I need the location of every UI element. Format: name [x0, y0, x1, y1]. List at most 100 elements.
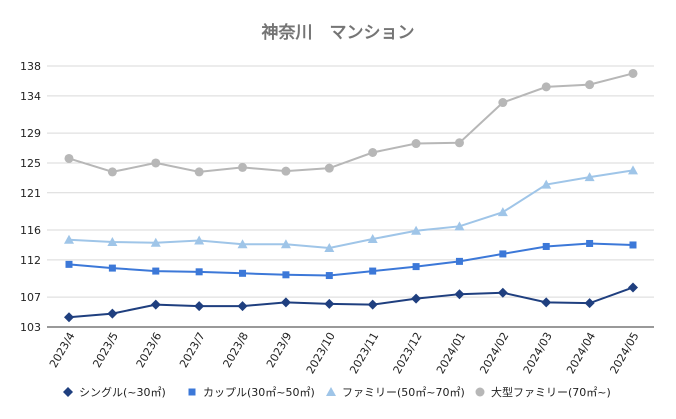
data-point	[497, 287, 508, 298]
x-tick-label: 2023/4	[47, 330, 78, 370]
series-line	[68, 286, 634, 319]
data-point	[65, 260, 73, 268]
y-tick-label: 116	[20, 224, 41, 237]
data-point	[367, 299, 378, 310]
series-4	[64, 68, 638, 177]
legend-marker	[188, 388, 196, 396]
data-point	[150, 299, 161, 310]
data-point	[280, 239, 291, 249]
gridlines	[47, 65, 654, 328]
data-point	[411, 293, 422, 304]
x-tick-label: 2023/5	[90, 330, 121, 370]
x-tick-label: 2023/12	[391, 330, 425, 376]
data-point	[281, 166, 291, 176]
series-1	[64, 282, 638, 323]
data-point	[194, 167, 204, 177]
y-tick-label: 134	[20, 90, 41, 103]
data-point	[497, 207, 508, 217]
legend-item: シングル(~30㎡)	[63, 385, 166, 399]
legend: シングル(~30㎡) カップル(30㎡~50㎡) ファミリー(50㎡~70㎡) 大型フ…	[63, 385, 611, 399]
data-point	[237, 301, 248, 312]
legend-label: シングル(~30㎡)	[79, 385, 166, 399]
data-point	[194, 301, 205, 312]
data-point	[454, 138, 464, 148]
x-tick-label: 2023/9	[264, 330, 295, 370]
series-line	[68, 242, 634, 277]
legend-item: 大型ファミリー(70㎡~)	[475, 385, 611, 399]
x-tick-label: 2024/04	[564, 330, 598, 376]
series-lines	[64, 68, 638, 323]
data-point	[324, 163, 334, 173]
data-point	[64, 312, 74, 323]
series-2	[65, 239, 637, 280]
data-point	[239, 269, 247, 277]
data-point	[237, 239, 248, 249]
data-point	[412, 263, 420, 271]
data-point	[586, 239, 594, 247]
data-point	[584, 298, 595, 309]
x-tick-label: 2023/7	[177, 330, 208, 370]
x-tick-label: 2024/05	[607, 330, 641, 376]
data-point	[542, 242, 550, 250]
legend-label: ファミリー(50㎡~70㎡)	[342, 386, 465, 399]
data-point	[585, 80, 595, 90]
data-point	[64, 234, 74, 244]
data-point	[454, 221, 465, 231]
y-tick-label: 107	[20, 291, 41, 304]
data-point	[280, 297, 291, 308]
series-line	[68, 169, 634, 249]
x-axis-ticks: 2023/4 2023/5 2023/6 2023/7 2023/8 2023/9 2023…	[47, 330, 642, 376]
data-point	[368, 148, 378, 158]
data-point	[152, 267, 160, 275]
x-tick-label: 2023/6	[134, 330, 165, 370]
chart-title: 神奈川 マンション	[262, 22, 415, 43]
data-point	[325, 272, 333, 280]
data-point	[195, 268, 203, 276]
legend-label: カップル(30㎡~50㎡)	[203, 386, 315, 399]
y-tick-label: 125	[20, 157, 41, 170]
data-point	[541, 297, 552, 308]
data-point	[455, 257, 463, 265]
data-point	[628, 282, 638, 293]
data-point	[108, 264, 116, 272]
legend-label: 大型ファミリー(70㎡~)	[491, 385, 611, 399]
data-point	[151, 158, 161, 168]
x-tick-label: 2024/02	[477, 330, 511, 376]
data-point	[64, 153, 74, 163]
legend-marker	[63, 387, 73, 397]
y-tick-label: 112	[20, 254, 41, 267]
data-point	[107, 308, 118, 319]
data-point	[541, 82, 551, 92]
data-point	[628, 165, 638, 175]
legend-item: ファミリー(50㎡~70㎡)	[326, 386, 465, 399]
data-point	[107, 167, 117, 177]
series-line	[68, 72, 634, 173]
x-tick-label: 2023/8	[221, 330, 252, 370]
legend-marker	[475, 387, 485, 397]
data-point	[584, 172, 595, 182]
x-tick-label: 2024/03	[521, 330, 555, 376]
data-point	[541, 179, 552, 189]
y-tick-label: 129	[20, 127, 41, 140]
y-tick-label: 138	[20, 60, 41, 73]
y-tick-label: 121	[20, 187, 41, 200]
data-point	[194, 235, 205, 245]
series-3	[64, 165, 638, 252]
data-point	[324, 242, 335, 252]
y-axis-ticks: 103 107 112 116 121 125 129 134 138	[20, 60, 41, 334]
data-point	[454, 289, 465, 300]
data-point	[629, 241, 637, 249]
x-tick-label: 2023/11	[347, 330, 381, 376]
data-point	[499, 250, 507, 258]
data-point	[367, 234, 378, 244]
data-point	[411, 225, 422, 235]
x-tick-label: 2023/10	[304, 330, 338, 376]
legend-marker	[326, 387, 336, 396]
data-point	[150, 237, 161, 247]
legend-item: カップル(30㎡~50㎡)	[188, 386, 315, 399]
data-point	[107, 236, 118, 246]
y-tick-label: 103	[20, 321, 41, 334]
data-point	[324, 298, 335, 309]
data-point	[369, 267, 377, 275]
